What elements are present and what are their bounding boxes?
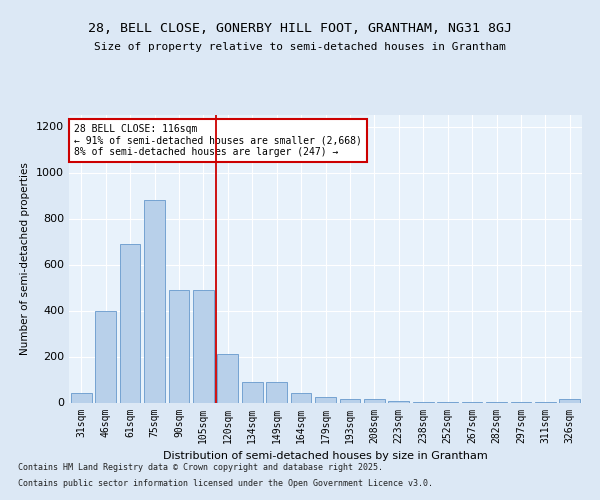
Text: Size of property relative to semi-detached houses in Grantham: Size of property relative to semi-detach… (94, 42, 506, 52)
Y-axis label: Number of semi-detached properties: Number of semi-detached properties (20, 162, 31, 355)
Bar (290, 394, 311, 402)
Text: 28 BELL CLOSE: 116sqm
← 91% of semi-detached houses are smaller (2,668)
8% of se: 28 BELL CLOSE: 116sqm ← 91% of semi-deta… (74, 124, 362, 157)
Bar (169, 290, 190, 403)
Bar (119, 244, 140, 402)
Bar (193, 290, 214, 403)
X-axis label: Distribution of semi-detached houses by size in Grantham: Distribution of semi-detached houses by … (163, 451, 488, 461)
Bar (315, 397, 336, 402)
Text: Contains public sector information licensed under the Open Government Licence v3: Contains public sector information licen… (18, 478, 433, 488)
Bar (266, 382, 287, 402)
Text: Contains HM Land Registry data © Crown copyright and database right 2025.: Contains HM Land Registry data © Crown c… (18, 464, 383, 472)
Bar (364, 399, 385, 402)
Bar (242, 382, 263, 402)
Bar (144, 200, 165, 402)
Bar (340, 399, 361, 402)
Bar (217, 354, 238, 403)
Text: 28, BELL CLOSE, GONERBY HILL FOOT, GRANTHAM, NG31 8GJ: 28, BELL CLOSE, GONERBY HILL FOOT, GRANT… (88, 22, 512, 36)
Bar (71, 394, 92, 402)
Bar (559, 399, 580, 402)
Bar (95, 310, 116, 402)
